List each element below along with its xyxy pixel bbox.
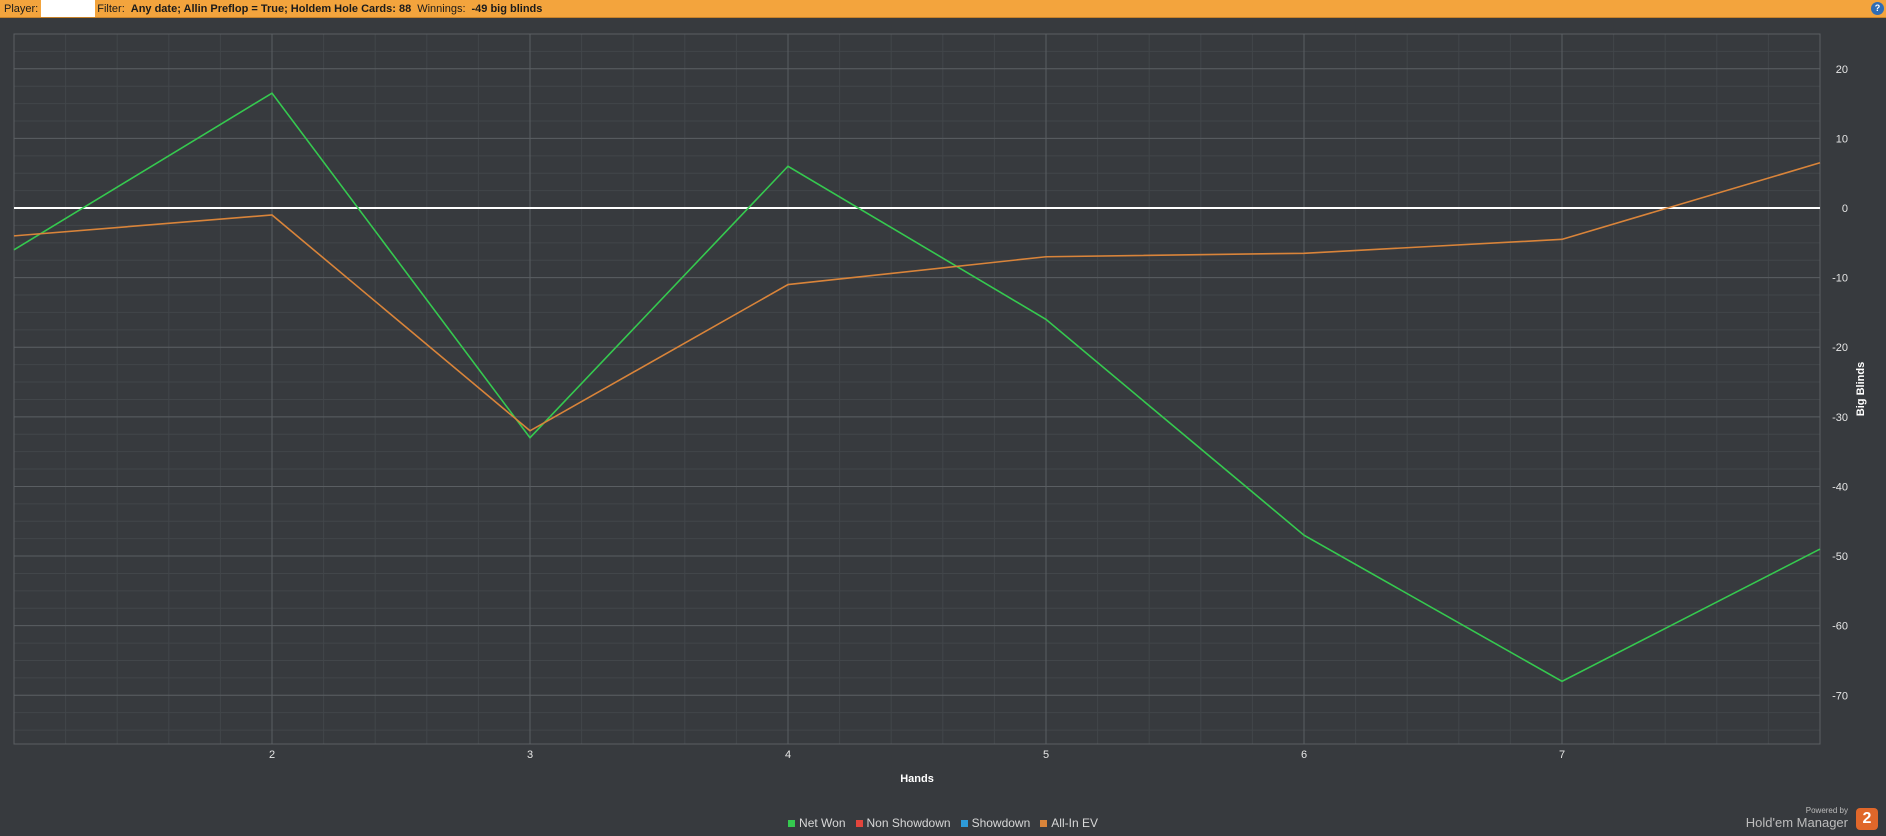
legend-item-all-in-ev[interactable]: All-In EV [1040, 816, 1098, 830]
player-label: Player: [4, 2, 39, 15]
x-tick-label: 6 [1301, 749, 1307, 761]
y-tick-label: -30 [1832, 412, 1848, 424]
plot-frame [13, 33, 1821, 745]
brand-logo: Powered by Hold'em Manager 2 [1746, 806, 1878, 830]
legend-swatch [960, 819, 968, 827]
y-tick-label: -70 [1832, 690, 1848, 702]
chart-legend: Net Won Non Showdown Showdown All-In EV [0, 816, 1886, 830]
minor-gridlines [13, 33, 1821, 744]
y-tick-label: -40 [1832, 481, 1848, 493]
player-field[interactable] [41, 0, 96, 17]
x-tick-label: 5 [1043, 749, 1049, 761]
filter-label: Filter: [97, 2, 125, 15]
legend-item-non-showdown[interactable]: Non Showdown [855, 816, 951, 830]
series-line-all-in-ev [13, 162, 1821, 432]
help-icon[interactable]: ? [1871, 2, 1884, 15]
x-tick-label: 7 [1559, 749, 1565, 761]
x-tick-labels: 2 3 4 5 6 7 [269, 749, 1565, 761]
product-name: Hold'em Manager [1745, 815, 1848, 830]
filter-bar: Player: Filter: Any date; Allin Preflop … [0, 0, 1886, 18]
y-tick-label: -50 [1832, 551, 1848, 563]
y-tick-label: -20 [1832, 342, 1848, 354]
x-axis-label: Hands [900, 773, 934, 785]
hm2-logo-icon: 2 [1856, 808, 1878, 830]
winnings-value: -49 big blinds [471, 2, 543, 15]
x-tick-label: 3 [527, 749, 533, 761]
filter-value: Any date; Allin Preflop = True; Holdem H… [130, 2, 412, 15]
legend-swatch [788, 819, 796, 827]
x-tick-label: 4 [785, 749, 791, 761]
major-gridlines [14, 34, 1820, 744]
legend-label: Non Showdown [866, 816, 951, 830]
y-tick-label: 10 [1836, 133, 1848, 145]
y-axis-label: Big Blinds [1855, 362, 1867, 416]
powered-by-text: Powered by [1805, 806, 1848, 815]
winnings-label: Winnings: [417, 2, 466, 15]
y-tick-label: 20 [1836, 64, 1848, 76]
legend-item-showdown[interactable]: Showdown [960, 816, 1031, 830]
y-tick-label: -10 [1832, 273, 1848, 285]
legend-label: Showdown [971, 816, 1031, 830]
x-tick-label: 2 [269, 749, 275, 761]
y-tick-label: 0 [1842, 203, 1848, 215]
legend-label: Net Won [799, 816, 846, 830]
legend-swatch [855, 819, 863, 827]
legend-swatch [1040, 819, 1048, 827]
legend-label: All-In EV [1051, 816, 1098, 830]
legend-item-net-won[interactable]: Net Won [788, 816, 846, 830]
series-line-net-won [13, 92, 1821, 683]
y-tick-label: -60 [1832, 621, 1848, 633]
y-tick-labels: 20 10 0 -10 -20 -30 -40 -50 -60 -70 [1832, 64, 1848, 702]
series-layer [13, 92, 1821, 683]
